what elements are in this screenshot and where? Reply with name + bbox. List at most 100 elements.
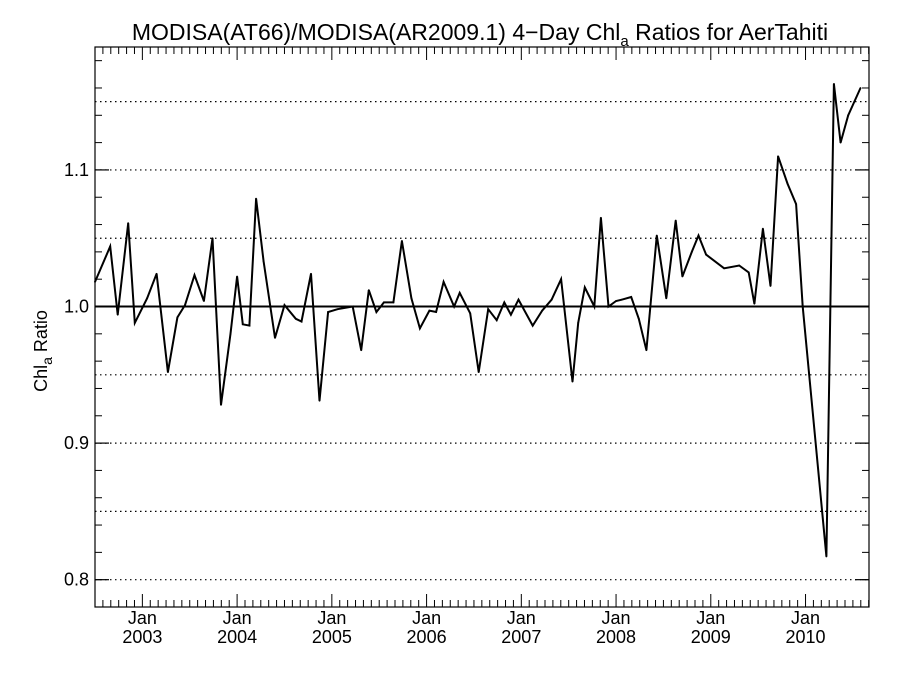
data-point: [477, 371, 480, 373]
data-point: [620, 298, 623, 301]
data-point: [599, 216, 602, 219]
x-tick-labels: Jan2003Jan2004Jan2005Jan2006Jan2007Jan20…: [122, 608, 825, 647]
data-point: [360, 349, 363, 352]
data-point: [109, 245, 112, 248]
x-tick-label-year: 2006: [407, 627, 447, 647]
data-point: [531, 324, 534, 327]
data-point: [283, 304, 286, 307]
data-point: [392, 301, 395, 304]
data-point: [655, 234, 658, 237]
chart-title-main: MODISA(AT66)/MODISA(AR2009.1) 4−Day Chl: [132, 19, 620, 45]
x-tick-label-month: Jan: [696, 608, 725, 628]
data-point: [300, 320, 303, 323]
data-point: [203, 300, 205, 302]
data-point: [220, 403, 222, 406]
data-point: [550, 298, 553, 301]
data-point: [795, 203, 797, 205]
chart-title: MODISA(AT66)/MODISA(AR2009.1) 4−Day Chla…: [132, 19, 828, 50]
y-tick-label: 1.1: [64, 160, 89, 180]
data-point: [241, 323, 244, 326]
data-point: [583, 286, 586, 289]
data-point: [723, 267, 725, 270]
data-point: [487, 308, 490, 311]
data-point: [761, 227, 764, 230]
data-point: [753, 302, 756, 305]
x-tick-label-month: Jan: [223, 608, 252, 628]
data-point: [705, 253, 707, 256]
x-tick-label-month: Jan: [412, 608, 441, 628]
x-tick-label-year: 2005: [312, 627, 352, 647]
x-tick-label-year: 2007: [501, 627, 541, 647]
data-point: [690, 250, 693, 253]
y-axis-label-main: Chl: [31, 365, 51, 392]
data-point: [847, 114, 850, 117]
x-tick-label-year: 2010: [786, 627, 826, 647]
data-point: [184, 304, 186, 307]
data-point: [453, 305, 455, 308]
x-tick-label-month: Jan: [317, 608, 346, 628]
data-point: [255, 197, 257, 200]
data-point: [193, 274, 196, 276]
x-tick-label-year: 2003: [122, 627, 162, 647]
data-point: [503, 301, 506, 304]
y-axis-label-end: Ratio: [31, 310, 51, 357]
series-line: [94, 83, 862, 557]
data-point: [738, 264, 741, 267]
data-point: [571, 380, 574, 383]
plot-frame: [94, 46, 870, 608]
data-point: [351, 305, 354, 308]
data-point: [294, 317, 297, 320]
data-point: [697, 234, 700, 237]
grid-layer: [95, 101, 869, 581]
data-point: [517, 298, 520, 301]
ticks-layer: [94, 47, 870, 607]
x-tick-label-year: 2008: [596, 627, 636, 647]
y-tick-label: 1.0: [64, 297, 89, 317]
data-point: [262, 260, 265, 263]
data-point: [560, 278, 563, 281]
data-point: [146, 297, 149, 300]
data-point: [401, 240, 403, 242]
chart-title-end: Ratios for AerTahiti: [629, 19, 828, 45]
data-point: [637, 317, 640, 320]
data-point: [428, 309, 431, 312]
data-point: [665, 297, 668, 300]
data-point: [495, 319, 498, 322]
data-point: [645, 349, 648, 352]
data-point: [127, 222, 130, 225]
x-tick-label-month: Jan: [128, 608, 157, 628]
data-point: [310, 272, 312, 275]
data-point: [859, 87, 862, 89]
data-point: [541, 309, 544, 312]
y-axis-label: Chla Ratio: [31, 310, 55, 392]
data-point: [509, 313, 512, 316]
x-tick-label-month: Jan: [602, 608, 631, 628]
y-tick-labels: 0.8 0.9 1.0 1.1: [64, 160, 89, 590]
data-point: [211, 237, 214, 240]
data-point: [469, 312, 472, 315]
data-point: [327, 311, 329, 313]
series-layer: [94, 82, 862, 558]
data-point: [248, 324, 251, 327]
data-point: [410, 297, 413, 300]
data-point: [801, 305, 804, 308]
data-point: [786, 182, 789, 185]
data-point: [236, 275, 239, 278]
data-point: [839, 141, 842, 144]
x-tick-label-month: Jan: [507, 608, 536, 628]
data-point: [747, 271, 750, 274]
y-axis-label-subscript: a: [39, 357, 55, 365]
data-point: [375, 311, 378, 313]
data-point: [593, 305, 596, 308]
data-point: [116, 313, 119, 316]
data-point: [607, 305, 610, 308]
data-point: [133, 322, 136, 324]
data-point: [167, 371, 169, 373]
data-point: [769, 285, 772, 287]
data-point: [336, 308, 339, 311]
data-point: [176, 316, 179, 319]
data-point: [777, 155, 779, 158]
data-point: [458, 291, 461, 294]
data-point: [674, 219, 677, 222]
